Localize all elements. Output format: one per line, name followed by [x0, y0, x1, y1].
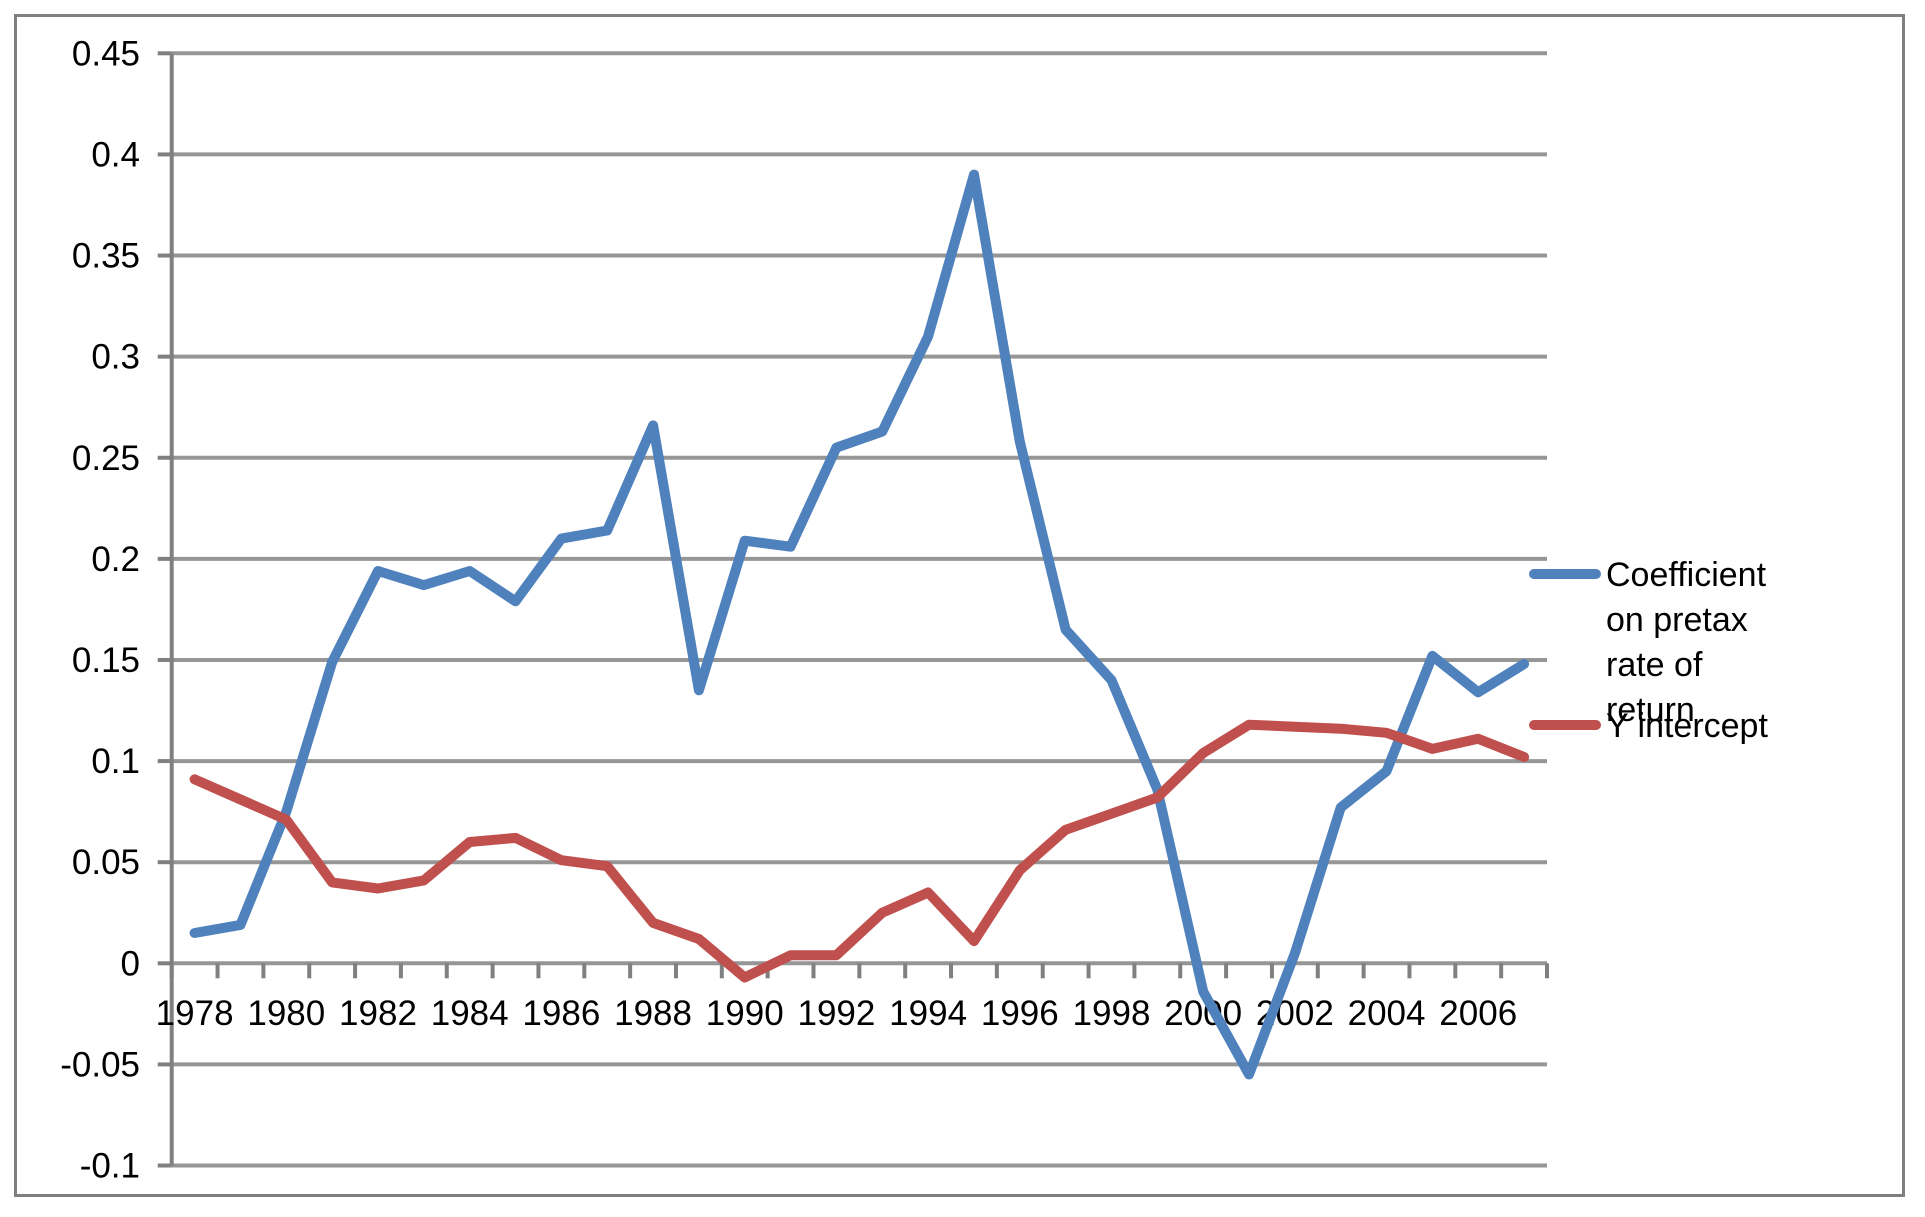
y-axis-label: 0.1 — [91, 742, 140, 781]
series-line-y-intercept[interactable] — [189, 719, 1530, 983]
x-axis-label: 2004 — [1348, 994, 1426, 1033]
y-axis-label: 0.35 — [72, 237, 140, 276]
x-axis-label: 1978 — [156, 994, 234, 1033]
y-axis-label: 0.3 — [91, 338, 140, 377]
y-axis-label: -0.05 — [60, 1045, 140, 1084]
y-axis-label: 0.05 — [72, 843, 140, 882]
y-axis-label: -0.1 — [80, 1147, 140, 1186]
legend-line-swatch-y-intercept[interactable] — [1529, 720, 1601, 730]
legend-line-swatch-coefficient[interactable] — [1529, 569, 1601, 579]
x-axis-label: 1990 — [706, 994, 784, 1033]
x-axis-label: 1986 — [522, 994, 600, 1033]
chart-border — [14, 14, 1905, 1197]
legend-label-y-intercept[interactable]: Y intercept — [1606, 707, 1768, 745]
x-axis-label: 1992 — [797, 994, 875, 1033]
x-axis-label: 1998 — [1073, 994, 1151, 1033]
x-axis-label: 1994 — [889, 994, 967, 1033]
x-axis-label: 2006 — [1439, 994, 1517, 1033]
y-axis-label: 0.25 — [72, 439, 140, 478]
legend-label-coefficient[interactable]: Coefficient on pretax rate of return — [1606, 556, 1767, 729]
x-axis-label: 1996 — [981, 994, 1059, 1033]
y-axis-label: 0.15 — [72, 641, 140, 680]
y-axis-label: 0 — [121, 944, 140, 983]
x-axis-label: 1982 — [339, 994, 417, 1033]
x-axis-label: 1984 — [431, 994, 509, 1033]
y-axis-label: 0.4 — [91, 135, 140, 174]
x-axis-label: 1988 — [614, 994, 692, 1033]
x-axis-label: 1980 — [247, 994, 325, 1033]
y-axis-label: 0.2 — [91, 540, 140, 579]
series-line-coefficient[interactable] — [189, 169, 1530, 1080]
y-axis-label: 0.45 — [72, 34, 140, 73]
